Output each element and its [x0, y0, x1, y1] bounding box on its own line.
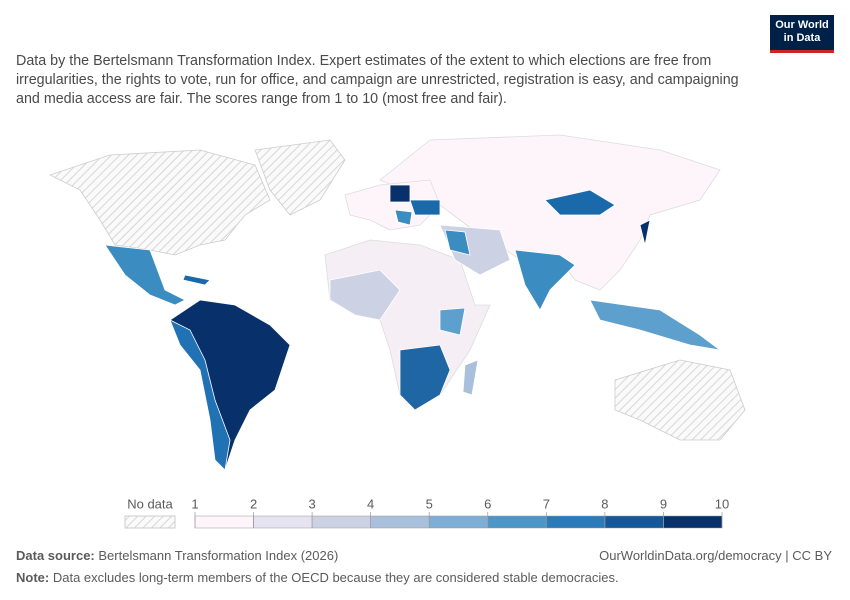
legend-tick-label: 10 [715, 496, 729, 511]
legend-bin [663, 515, 723, 529]
source-text: Bertelsmann Transformation Index (2026) [98, 548, 339, 563]
logo-line: Our World [775, 19, 829, 31]
legend-tick-label: 8 [601, 496, 608, 511]
legend-tick-label: 6 [484, 496, 491, 511]
no-data-label: No data [127, 496, 173, 511]
legend-bin [194, 515, 254, 529]
subtitle: Data by the Bertelsmann Transformation I… [16, 53, 739, 107]
legend-bin [546, 515, 606, 529]
source-label: Data source: [16, 548, 95, 563]
logo-line: in Data [783, 32, 821, 44]
legend-tick-label: 5 [426, 496, 433, 511]
url[interactable]: OurWorldinData.org/democracy | CC BY [599, 548, 832, 563]
legend-tick-label: 9 [660, 496, 667, 511]
world-map [48, 134, 746, 471]
legend-bin [253, 515, 313, 529]
legend-tick-label: 4 [367, 496, 374, 511]
legend: No data 1 2 3 4 5 6 7 8 9 10 [124, 496, 729, 529]
legend-tick-label: 7 [543, 496, 550, 511]
note-label: Note: [16, 570, 50, 585]
legend-bin [604, 515, 664, 529]
countries [48, 134, 746, 471]
legend-bin [370, 515, 430, 529]
logo[interactable]: Our World in Data [770, 15, 834, 53]
legend-bin [428, 515, 489, 529]
legend-tick-label: 1 [191, 496, 198, 511]
no-data-swatch [124, 515, 176, 529]
legend-tick-label: 3 [308, 496, 315, 511]
legend-bin [487, 515, 547, 529]
note-text: Data excludes long-term members of the O… [52, 570, 619, 585]
source: Data source: Bertelsmann Transformation … [16, 548, 338, 563]
legend-tick-label: 2 [250, 496, 257, 511]
note: Note: Data excludes long-term members of… [16, 570, 619, 585]
legend-bin [311, 515, 371, 529]
